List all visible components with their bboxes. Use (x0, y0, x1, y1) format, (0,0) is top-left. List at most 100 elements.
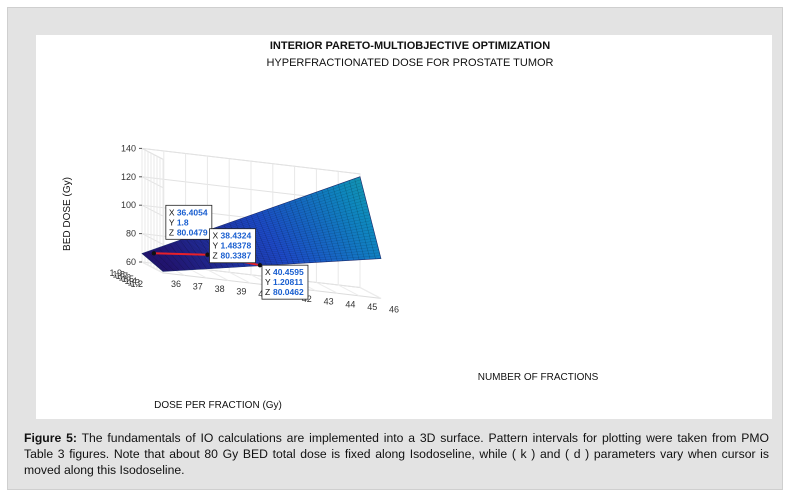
surface-shade (142, 176, 381, 272)
z-tick-label: 100 (121, 200, 136, 210)
datatip-key: Y (213, 241, 219, 251)
mesh-line (272, 207, 295, 264)
mesh-line (158, 240, 377, 268)
mesh-line (278, 205, 300, 264)
datatip-key: Z (265, 287, 270, 297)
datatip-box (261, 264, 309, 300)
y-tick-label: 1.4 (124, 276, 137, 286)
mesh-line (321, 190, 344, 261)
x-tick-label: 44 (345, 299, 355, 309)
z-axis-label: BED DOSE (Gy) (62, 177, 73, 251)
chart-subtitle: HYPERFRACTIONATED DOSE FOR PROSTATE TUMO… (266, 57, 553, 69)
datatip-value: 80.0462 (273, 287, 304, 297)
datatip-key: Z (169, 227, 174, 237)
y-tick-label: 1.6 (118, 273, 131, 283)
mesh-line (144, 185, 363, 256)
mesh-line (245, 216, 267, 266)
y-tick-label: 1.2 (130, 279, 143, 289)
mesh-line (159, 246, 379, 270)
datatip-value: 38.4324 (221, 231, 252, 241)
mesh-line (288, 201, 311, 263)
mesh-line (150, 211, 370, 262)
caption-label: Figure 5: (24, 431, 77, 445)
mesh-line (332, 186, 354, 261)
x-axis-label: NUMBER OF FRACTIONS (478, 372, 599, 383)
axis-ticks: 60 80 100 120 140 1.21.31.41.51.61.71.81.9 36 3… (109, 143, 399, 314)
y-tick-label: 1.8 (112, 270, 125, 280)
grid-line (359, 287, 382, 299)
mesh-line (153, 220, 372, 264)
y-tick-label: 1.5 (121, 274, 134, 284)
mesh-line (283, 203, 305, 264)
mesh-line (162, 255, 381, 272)
mesh-line (156, 232, 375, 266)
caption-text: The fundamentals of IO calculations are … (24, 431, 769, 477)
x-tick-label: 37 (193, 281, 203, 291)
datatip-box (165, 204, 213, 240)
mesh-line (163, 245, 185, 271)
mesh-line (327, 188, 349, 261)
mesh-line (190, 236, 213, 269)
mesh-line (250, 215, 273, 266)
datatip-key: X (169, 207, 175, 217)
mesh-line (147, 196, 366, 259)
mesh-line (147, 251, 169, 272)
surface (141, 176, 382, 272)
mesh-line (316, 192, 338, 262)
y-tick-label: 1.7 (115, 271, 128, 281)
datatip-value: 80.3387 (221, 251, 252, 261)
z-tick-label: 140 (121, 143, 136, 153)
y-tick-label: 1.3 (127, 277, 140, 287)
y-axis-label: DOSE PER FRACTION (Gy) (154, 400, 282, 411)
datatip-value: 40.4595 (273, 267, 304, 277)
mesh-line (158, 247, 180, 271)
mesh-line (154, 226, 373, 265)
mesh-line (159, 243, 378, 269)
x-tick-label: 43 (324, 297, 334, 307)
datatip-key: X (213, 231, 219, 241)
mesh-line (343, 182, 365, 260)
x-tick-label: 38 (215, 284, 225, 294)
mesh-line (147, 199, 367, 259)
mesh-line (144, 188, 364, 257)
mesh-line (142, 179, 361, 255)
mesh-line (261, 211, 284, 265)
z-tick-label: 60 (126, 257, 136, 267)
mesh-line (169, 243, 191, 270)
z-tick-label: 120 (121, 172, 136, 182)
mesh-line (294, 199, 316, 263)
mesh-line (310, 193, 333, 262)
grid-line (337, 284, 360, 297)
datatip-key: Y (265, 277, 271, 287)
mesh-line (153, 223, 373, 264)
datatip-box (209, 228, 256, 264)
y-tick-label: 1.9 (109, 268, 122, 278)
chart-title: INTERIOR PARETO-MULTIOBJECTIVE OPTIMIZAT… (270, 40, 550, 52)
mesh-line (156, 234, 376, 267)
mesh-line (174, 241, 196, 270)
z-tick-label: 80 (126, 229, 136, 239)
figure-frame (7, 7, 783, 490)
mesh-line (155, 229, 374, 266)
x-tick-label: 39 (236, 287, 246, 297)
x-tick-label: 36 (171, 279, 181, 289)
mesh-line (267, 209, 289, 265)
mesh-line (348, 180, 371, 260)
mesh-line (299, 197, 322, 263)
x-tick-label: 45 (367, 302, 377, 312)
datatip-key: X (265, 267, 271, 277)
isodose-point (257, 262, 263, 268)
mesh-line (146, 194, 365, 258)
datatip-key: Z (213, 251, 218, 261)
datatip-key: Y (169, 217, 175, 227)
mesh-line (160, 249, 379, 270)
mesh-line (161, 252, 380, 271)
mesh-line (157, 237, 376, 268)
figure-caption: Figure 5: The fundamentals of IO calcula… (24, 430, 769, 478)
grid-line (228, 271, 251, 284)
isodose-point (151, 251, 157, 256)
